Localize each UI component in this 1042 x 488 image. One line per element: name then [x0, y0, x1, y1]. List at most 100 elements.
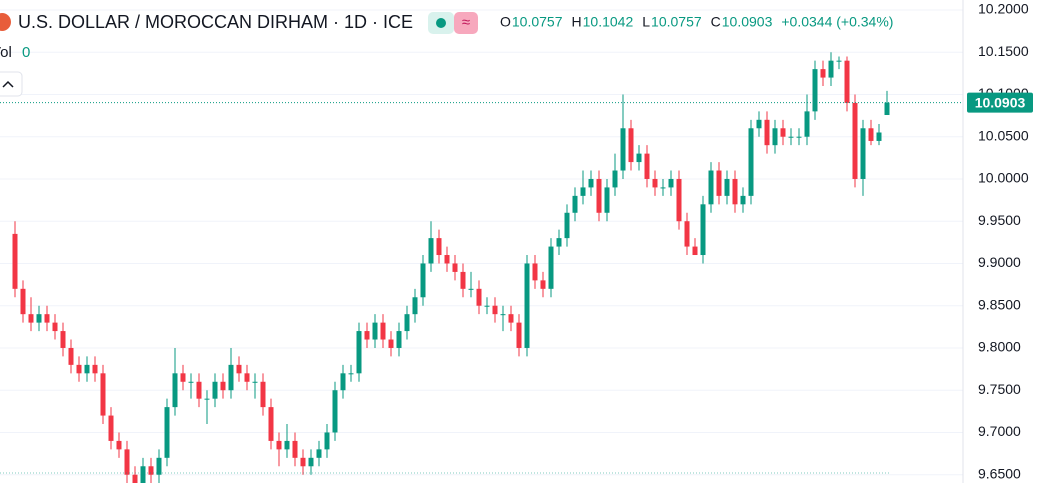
legend-key: L: [642, 14, 650, 30]
candle-body: [292, 440, 298, 458]
candle-body: [564, 212, 570, 239]
candle-body: [116, 440, 122, 450]
legend-value: 10.0757: [651, 14, 702, 30]
candle-body: [796, 136, 802, 138]
y-tick-label: 9.8000: [978, 339, 1021, 355]
candle-body: [348, 373, 354, 375]
candle-body: [36, 314, 42, 323]
candle-body: [596, 178, 602, 213]
candle-body: [724, 178, 730, 196]
candle-body: [20, 288, 26, 315]
candle-body: [852, 102, 858, 179]
candle-body: [140, 466, 146, 483]
candle-body: [212, 381, 218, 399]
candle-body: [108, 415, 114, 441]
candle-body: [740, 195, 746, 205]
candle-body: [588, 178, 594, 188]
candle-body: [364, 331, 370, 340]
candle-body: [716, 170, 722, 196]
y-tick-label: 9.9000: [978, 254, 1021, 270]
candle-body: [492, 305, 498, 315]
legend-change: +0.0344 (+0.34%): [781, 14, 893, 30]
candle-body: [300, 457, 306, 467]
candle-body: [372, 322, 378, 340]
candle-body: [612, 170, 618, 188]
y-tick-label: 9.6500: [978, 465, 1021, 481]
y-tick-label: 10.1500: [978, 43, 1029, 59]
candle-body: [76, 364, 82, 374]
candle-body: [60, 331, 66, 348]
candle-body: [876, 132, 882, 141]
candle-body: [844, 60, 850, 103]
legend-key: C: [711, 14, 721, 30]
candle-body: [236, 364, 242, 374]
candle-body: [756, 119, 762, 129]
plot-area: [12, 52, 890, 483]
candle-body: [476, 288, 482, 306]
candle-body: [204, 398, 210, 400]
candle-body: [420, 263, 426, 298]
candle-body: [228, 364, 234, 391]
candle-body: [500, 314, 506, 316]
candle-body: [68, 347, 74, 365]
legend-key: H: [572, 14, 582, 30]
candle-body: [244, 373, 250, 382]
y-tick-label: 10.2000: [978, 1, 1029, 17]
candle-body: [428, 238, 434, 264]
candle-body: [124, 449, 130, 475]
candle-body: [484, 305, 490, 307]
candle-body: [460, 271, 466, 289]
candle-body: [92, 364, 98, 374]
candle-body: [676, 178, 682, 222]
candle-body: [620, 128, 626, 171]
candle-body: [84, 364, 90, 374]
y-tick-label: 10.0500: [978, 127, 1029, 143]
candle-body: [268, 407, 274, 441]
candle-body: [188, 381, 194, 383]
candle-body: [180, 373, 186, 382]
candle-body: [308, 457, 314, 467]
candle-body: [404, 314, 410, 332]
delay-icon: ≈: [462, 14, 470, 31]
candle-body: [172, 373, 178, 408]
candle-body: [772, 128, 778, 146]
candle-body: [684, 221, 690, 247]
candle-body: [700, 204, 706, 256]
candle-body: [332, 390, 338, 433]
status-dot: [436, 18, 446, 28]
candle-body: [100, 373, 106, 416]
chart-title: U.S. DOLLAR / MOROCCAN DIRHAM · 1D · ICE: [18, 12, 413, 32]
candle-body: [324, 432, 330, 450]
candle-body: [284, 440, 290, 450]
candle-body: [788, 136, 794, 138]
volume-label: Vol: [0, 44, 12, 61]
candle-body: [196, 381, 202, 399]
y-tick-label: 9.8500: [978, 296, 1021, 312]
candle-body: [276, 440, 282, 450]
y-tick-label: 10.0000: [978, 170, 1029, 186]
y-tick-label: 9.9500: [978, 212, 1021, 228]
candle-body: [220, 381, 226, 391]
last-price-label: 10.0903: [975, 94, 1026, 110]
candle-body: [652, 178, 658, 188]
candle-body: [692, 246, 698, 256]
candle-body: [508, 314, 514, 323]
legend-key: O: [500, 14, 511, 30]
candle-body: [252, 381, 258, 383]
candle-body: [412, 297, 418, 315]
candle-body: [812, 69, 818, 112]
candle-body: [436, 238, 442, 256]
delay-badge[interactable]: [454, 12, 478, 34]
candle-body: [668, 178, 674, 188]
candle-body: [380, 322, 386, 340]
candle-body: [12, 233, 18, 289]
candle-body: [644, 153, 650, 179]
candle-body: [148, 466, 154, 475]
candle-body: [572, 195, 578, 213]
candle-body: [604, 187, 610, 213]
candle-body: [884, 102, 890, 116]
candle-body: [532, 263, 538, 281]
candle-body: [156, 457, 162, 475]
candle-body: [524, 263, 530, 348]
